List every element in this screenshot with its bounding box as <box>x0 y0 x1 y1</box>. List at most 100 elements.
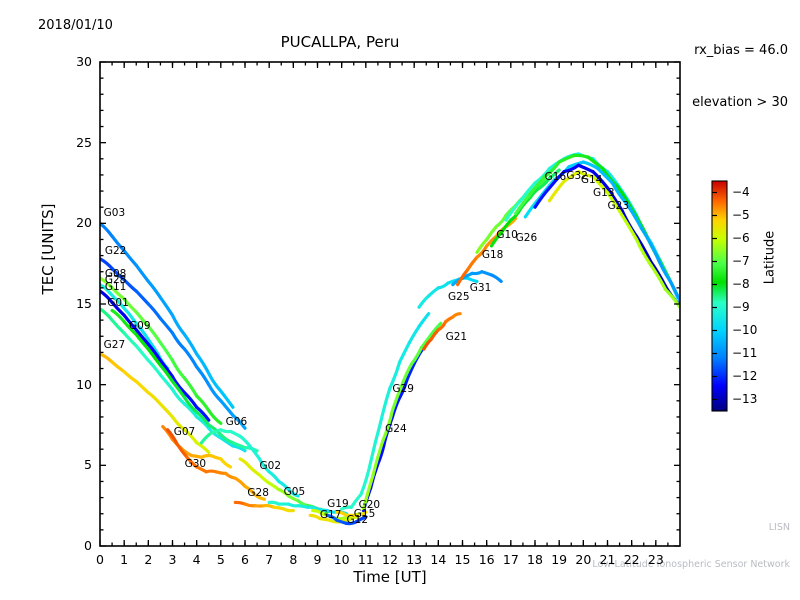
y-tick-label-20: 20 <box>76 215 92 231</box>
x-tick-label-20: 20 <box>575 552 592 567</box>
x-tick-label-9: 9 <box>313 552 322 567</box>
series-G30 <box>166 428 266 501</box>
satellite-label-G28: G28 <box>247 487 269 500</box>
series-G21 <box>422 312 462 351</box>
satellite-label-G18: G18 <box>481 248 504 261</box>
satellite-label-G27: G27 <box>103 338 126 351</box>
x-tick-label-13: 13 <box>406 552 423 567</box>
satellite-label-G17: G17 <box>319 509 342 522</box>
x-tick-label-3: 3 <box>168 552 177 567</box>
satellite-label-G24: G24 <box>385 422 407 435</box>
satellite-label-G29: G29 <box>392 382 414 395</box>
satellite-label-G02: G02 <box>259 459 282 472</box>
colorbar-tick-label-8: −12 <box>732 368 758 383</box>
data-curves-group <box>100 152 680 526</box>
watermark: LISN Low-Latitude Ionospheric Sensor Net… <box>592 497 790 596</box>
x-tick-label-16: 16 <box>478 552 495 567</box>
satellite-label-G12: G12 <box>346 513 369 526</box>
x-tick-label-12: 12 <box>382 552 398 567</box>
elevation-annotation: elevation > 30 <box>692 94 788 110</box>
x-tick-label-4: 4 <box>192 552 201 567</box>
x-tick-label-14: 14 <box>430 552 447 567</box>
colorbar-tick-label-0: −4 <box>732 184 750 199</box>
series-G27 <box>100 352 211 455</box>
colorbar-tick-label-2: −6 <box>732 230 750 245</box>
satellite-label-G01: G01 <box>107 297 129 309</box>
series-G09 <box>110 308 259 453</box>
x-tick-label-8: 8 <box>289 552 298 567</box>
satellite-label-G11: G11 <box>104 280 127 293</box>
series-G03 <box>100 221 235 409</box>
x-tick-label-23: 23 <box>647 552 664 567</box>
satellite-label-G16: G16 <box>544 171 567 184</box>
series-G08 <box>100 276 223 425</box>
x-tick-label-18: 18 <box>527 552 543 567</box>
satellite-label-G05: G05 <box>283 485 306 498</box>
x-tick-label-5: 5 <box>216 552 225 567</box>
satellite-label-G32: G32 <box>566 169 588 182</box>
rx-bias-annotation: rx_bias = 46.0 <box>694 43 788 59</box>
series-G20 <box>340 312 431 511</box>
series-G28b <box>233 500 295 513</box>
axes-frame <box>99 61 681 547</box>
satellite-label-G21: G21 <box>445 330 468 343</box>
satellite-label-G20: G20 <box>358 499 381 512</box>
x-tick-label-1: 1 <box>120 552 129 567</box>
colorbar-tick-label-7: −11 <box>732 345 758 360</box>
colorbar-tick-label-5: −9 <box>732 299 750 314</box>
x-tick-label-19: 19 <box>551 552 568 567</box>
x-tick-label-6: 6 <box>241 552 249 567</box>
satellite-label-G26: G26 <box>515 232 538 245</box>
satellite-label-G13: G13 <box>593 187 615 200</box>
satellite-label-G25: G25 <box>448 290 470 303</box>
satellite-label-G28: G28 <box>104 274 127 287</box>
satellite-label-G06: G06 <box>225 416 248 429</box>
colorbar-tick-label-6: −10 <box>732 322 758 337</box>
x-tick-label-21: 21 <box>599 552 616 567</box>
x-tick-label-10: 10 <box>333 552 350 567</box>
series-G06 <box>199 428 300 498</box>
y-tick-label-30: 30 <box>76 54 92 69</box>
x-tick-label-22: 22 <box>623 552 640 567</box>
page-title: PUCALLPA, Peru <box>280 33 400 51</box>
colorbar-tick-label-4: −8 <box>732 276 750 291</box>
x-tick-label-2: 2 <box>144 552 153 567</box>
series-G11 <box>100 289 211 422</box>
x-axis-label: Time [UT] <box>353 568 427 586</box>
y-tick-label-0: 0 <box>84 538 92 553</box>
series-G22 <box>100 257 247 430</box>
series-G23 <box>547 170 680 309</box>
satellite-label-G19: G19 <box>327 497 349 510</box>
satellite-label-G10: G10 <box>496 229 518 242</box>
x-tick-label-11: 11 <box>357 552 374 567</box>
axis-ticks <box>99 61 680 547</box>
satellite-label-G23: G23 <box>607 200 630 213</box>
watermark-line-2: Low-Latitude Ionospheric Sensor Network <box>592 558 790 570</box>
y-tick-label-5: 5 <box>84 457 92 473</box>
annotation-block: rx_bias = 46.0 elevation > 30 <box>692 8 788 145</box>
series-G01 <box>100 307 247 453</box>
y-tick-label-10: 10 <box>76 376 92 392</box>
satellite-label-G08: G08 <box>104 267 127 280</box>
satellite-label-G15: G15 <box>353 507 376 520</box>
satellite-label-G22: G22 <box>104 245 127 258</box>
satellite-label-G14: G14 <box>580 174 603 187</box>
satellite-label-G03: G03 <box>103 206 126 219</box>
y-tick-label-15: 15 <box>76 296 92 311</box>
x-tick-label-15: 15 <box>454 552 471 567</box>
satellite-label-G31: G31 <box>469 282 492 295</box>
satellite-label-G07: G07 <box>173 426 196 439</box>
colorbar-tick-label-9: −13 <box>732 391 758 406</box>
colorbar-ticks <box>712 191 717 401</box>
x-tick-label-17: 17 <box>502 552 519 567</box>
series-G15 <box>335 510 368 517</box>
colorbar-tick-label-3: −7 <box>732 253 750 268</box>
date-stamp: 2018/01/10 <box>38 18 113 33</box>
y-tick-label-25: 25 <box>76 134 92 150</box>
satellite-label-G30: G30 <box>184 458 207 471</box>
satellite-label-G09: G09 <box>129 319 151 332</box>
watermark-line-1: LISN <box>768 521 790 533</box>
colorbar-tick-label-1: −5 <box>732 207 750 222</box>
x-tick-label-7: 7 <box>265 552 274 567</box>
